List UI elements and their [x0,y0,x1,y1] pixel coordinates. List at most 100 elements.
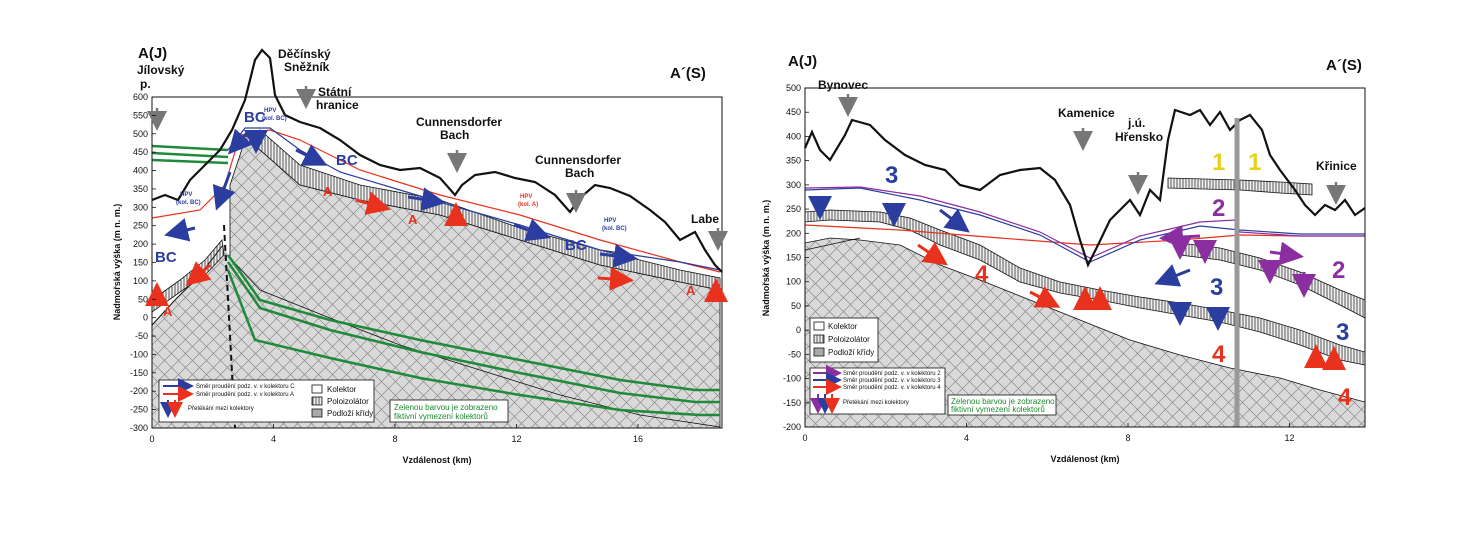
right-y-tick-2: 400 [786,131,801,141]
right-y-tick-10: 0 [796,325,801,335]
right-y-tick-1: 450 [786,107,801,117]
right-y-tick-8: 100 [786,277,801,287]
right-place-ju-1: j.ú. [1127,116,1145,130]
left-place-cunn1-2: Bach [440,128,469,142]
left-y-tick-2: 500 [133,129,148,139]
right-place-ju-2: Hřensko [1115,130,1163,144]
left-y-ticks: 600550500450400350300250200150100500-50-… [130,92,156,433]
left-flow-arrows-a [145,191,728,306]
left-y-tick-10: 100 [133,276,148,286]
left-place-statni-1: Státní [318,85,352,99]
right-title-a-prime: A´(S) [1326,57,1362,74]
right-annot-1-b: 1 [1248,149,1261,176]
right-annot-4-c: 4 [1338,384,1352,411]
left-x-tick-4: 16 [633,434,643,444]
left-legend-kolektor: Kolektor [327,385,357,394]
right-y-ticks: 500450400350300250200150100500-50-100-15… [783,83,809,432]
left-x-tick-3: 12 [511,434,521,444]
right-place-kamenice: Kamenice [1058,106,1115,120]
left-annot-a-4: A [686,283,696,298]
right-annot-3-b: 3 [1210,274,1223,301]
left-y-tick-13: -50 [135,331,148,341]
right-annot-4-b: 4 [1212,341,1226,368]
left-legend-flow-c: Směr proudění podz. v. v kolektoru C [196,384,295,390]
right-y-tick-4: 300 [786,180,801,190]
right-place-bynovec: Bynovec [818,78,868,92]
right-annot-3-a: 3 [885,162,898,189]
left-green-note-2: fiktivní vymezení kolektorů [394,412,488,421]
right-panel: A(J) A´(S) Bynovec Kamenice j.ú. Hřensko… [761,53,1366,464]
left-annot-bc-1: BC [155,249,177,266]
left-y-tick-17: -250 [130,405,148,415]
right-green-note: Zelenou barvou je zobrazeno fiktivní vym… [947,394,1057,416]
left-y-tick-6: 300 [133,202,148,212]
left-y-tick-7: 250 [133,221,148,231]
left-x-ticks: 0 4 8 12 16 [149,424,643,444]
left-panel: Jílovský p. Děčínský Sněžník Státní hran… [112,45,728,465]
left-place-decinsky-2: Sněžník [284,60,330,74]
right-legend-flows: Směr proudění podz. v. v kolektoru 2 Smě… [809,365,946,415]
left-title-a-prime: A´(S) [670,65,706,82]
left-flow-arrows-bc [164,128,638,268]
right-annot-3-c: 3 [1336,319,1349,346]
left-place-cunn2-1: Cunnensdorfer [535,153,621,167]
right-x-tick-2: 8 [1125,433,1130,443]
right-annot-2-a: 2 [1212,195,1225,222]
left-y-tick-18: -300 [130,423,148,433]
right-x-axis-label: Vzdálenost (km) [1050,454,1119,464]
left-y-tick-4: 400 [133,166,148,176]
right-legend-leak: Přetékání mezi kolektory [843,400,909,406]
right-legend-flow-3: Směr proudění podz. v. v kolektoru 3 [843,378,941,384]
left-legend: Směr proudění podz. v. v kolektoru C Smě… [158,378,375,423]
left-hpv-label-2: HPV [264,108,276,114]
left-green-note: Zelenou barvou je zobrazeno fiktivní vym… [389,399,509,423]
left-green-note-1: Zelenou barvou je zobrazeno [394,403,498,412]
left-annot-a-2: A [323,184,333,199]
right-annot-1-a: 1 [1212,149,1225,176]
left-y-tick-16: -200 [130,386,148,396]
left-annot-bc-3: BC [336,152,358,169]
right-x-tick-3: 12 [1284,433,1294,443]
left-legend-flow-a: Směr proudění podz. v. v kolektoru A [196,392,294,398]
right-green-note-2: fiktivní vymezení kolektorů [951,405,1045,414]
right-legend-materials: Kolektor Poloizolátor Podloží křídy [809,317,879,363]
left-green-fictive-lines [151,144,720,417]
right-hpv-2-line [804,186,1365,259]
right-x-tick-0: 0 [802,433,807,443]
right-legend-kolektor: Kolektor [828,322,858,331]
left-y-tick-1: 550 [133,110,148,120]
left-x-axis-label: Vzdálenost (km) [402,455,471,465]
right-legend-poloizolator: Poloizolátor [828,335,870,344]
left-annot-a-1: A [163,304,173,319]
right-x-tick-1: 4 [964,433,969,443]
right-green-note-1: Zelenou barvou je zobrazeno [951,397,1055,406]
left-hpv-label-1: HPV [180,192,192,198]
left-place-decinsky-1: Děčínský [278,47,331,61]
left-y-tick-12: 0 [143,313,148,323]
left-hpv-kol-2: (kol. BC) [262,116,287,122]
right-y-tick-14: -200 [783,422,801,432]
right-place-krinice: Křinice [1316,159,1357,173]
right-terrain-line [803,108,1366,268]
right-y-tick-9: 50 [791,301,801,311]
left-y-tick-15: -150 [130,368,148,378]
left-place-cunn1-1: Cunnensdorfer [416,115,502,129]
right-y-tick-12: -100 [783,374,801,384]
right-y-tick-6: 200 [786,228,801,238]
right-location-arrows [838,94,1346,205]
left-place-cunn2-2: Bach [565,166,594,180]
right-y-axis-label: Nadmořská výška (m n. m.) [761,200,771,317]
right-legend-flow-2: Směr proudění podz. v. v kolektoru 2 [843,371,941,377]
left-hpv-kol-1: (kol. BC) [176,200,201,206]
left-x-tick-0: 0 [149,434,154,444]
left-y-tick-14: -100 [130,349,148,359]
left-hpv-label-4: HPV [604,218,616,224]
right-flow-arrows-2 [1159,224,1316,298]
left-y-axis-label: Nadmořská výška (m n. m.) [112,204,122,321]
left-hpv-kol-4: (kol. BC) [602,226,627,232]
right-flow-arrows-3 [808,196,1230,331]
right-x-ticks: 0 4 8 12 [802,423,1295,443]
left-legend-podlozi: Podloží křídy [327,409,373,418]
left-x-tick-2: 8 [392,434,397,444]
left-legend-poloizolator: Poloizolátor [327,397,369,406]
